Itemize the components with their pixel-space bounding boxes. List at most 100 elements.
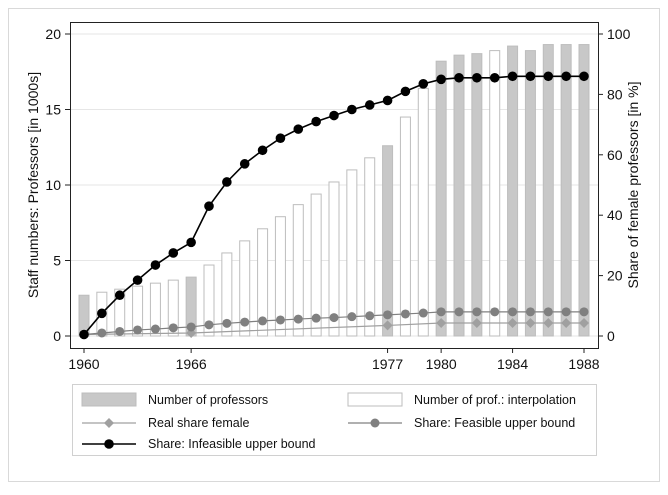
infeasible-bound-point bbox=[97, 308, 107, 319]
infeasible-bound-point bbox=[168, 248, 179, 258]
legend-label-feasible: Share: Feasible upper bound bbox=[414, 416, 575, 430]
legend-swatch-infeasible-marker bbox=[104, 439, 114, 449]
legend-label-real-share: Real share female bbox=[148, 416, 249, 430]
feasible-bound-point bbox=[329, 313, 339, 323]
real-share-point bbox=[436, 318, 447, 329]
feasible-bound-point bbox=[133, 325, 143, 335]
x-tick-label: 1984 bbox=[497, 356, 528, 372]
feasible-bound-point bbox=[150, 324, 160, 334]
infeasible-bound-point bbox=[543, 71, 554, 82]
infeasible-bound-point bbox=[132, 275, 143, 285]
right-tick-label: 40 bbox=[607, 207, 623, 223]
bar-interpolated bbox=[328, 181, 340, 337]
bar-professors bbox=[542, 44, 554, 337]
bar-professors bbox=[578, 44, 590, 337]
feasible-bound-point bbox=[240, 317, 250, 327]
infeasible-bound-point bbox=[382, 95, 393, 106]
real-share-point bbox=[382, 320, 393, 331]
infeasible-bound-point bbox=[275, 133, 286, 143]
legend-swatch-interpolation bbox=[347, 392, 403, 407]
feasible-bound-point bbox=[275, 315, 285, 325]
infeasible-bound-point bbox=[293, 124, 304, 134]
infeasible-bound-point bbox=[561, 71, 571, 82]
legend: Number of professors Number of prof.: in… bbox=[72, 384, 597, 456]
bar-interpolated bbox=[399, 116, 411, 337]
x-tick-label: 1988 bbox=[568, 356, 599, 372]
feasible-bound-point bbox=[258, 316, 268, 326]
left-tick-label: 15 bbox=[45, 102, 61, 118]
feasible-bound-point bbox=[436, 307, 446, 317]
bar-interpolated bbox=[274, 216, 286, 337]
x-tick-label: 1966 bbox=[176, 356, 207, 372]
bar-interpolated bbox=[114, 288, 126, 337]
legend-swatch-professors bbox=[81, 392, 137, 407]
infeasible-bound-point bbox=[454, 72, 464, 83]
legend-label-interpolation: Number of prof.: interpolation bbox=[414, 393, 576, 407]
share-lines bbox=[79, 71, 589, 340]
legend-label-professors: Number of professors bbox=[148, 393, 268, 407]
bar-professors bbox=[560, 44, 572, 337]
left-axis-label: Staff numbers: Professors [in 1000s] bbox=[25, 72, 41, 298]
feasible-bound-point bbox=[115, 326, 125, 336]
legend-swatch-feasible-marker bbox=[370, 418, 380, 428]
bar-interpolated bbox=[132, 285, 144, 337]
infeasible-bound-point bbox=[347, 104, 357, 115]
infeasible-bound-point bbox=[472, 72, 482, 83]
legend-box bbox=[72, 384, 597, 456]
real-share-line bbox=[83, 322, 584, 336]
right-tick-label: 20 bbox=[607, 268, 623, 284]
real-share-point bbox=[561, 318, 572, 329]
feasible-bound-point bbox=[168, 323, 178, 333]
infeasible-bound-point bbox=[418, 79, 429, 89]
bar-professors bbox=[524, 50, 536, 337]
bar-professors bbox=[453, 54, 465, 337]
right-tick-label: 0 bbox=[607, 328, 615, 344]
infeasible-bound-point bbox=[186, 237, 196, 248]
right-tick-label: 60 bbox=[607, 147, 623, 163]
feasible-bound-point bbox=[186, 322, 196, 332]
left-tick-label: 20 bbox=[45, 26, 61, 42]
infeasible-bound-point bbox=[525, 71, 536, 82]
infeasible-bound-point bbox=[507, 71, 518, 82]
bar-professors bbox=[382, 145, 394, 337]
left-tick-label: 10 bbox=[45, 177, 61, 193]
feasible-bound-point bbox=[454, 307, 464, 317]
bar-interpolated bbox=[149, 282, 161, 337]
feasible-bound-point bbox=[579, 307, 589, 317]
feasible-bound-point bbox=[561, 307, 571, 317]
real-share-point bbox=[471, 318, 482, 329]
real-share-point bbox=[543, 318, 554, 329]
feasible-bound-point bbox=[365, 311, 375, 321]
x-tick-label: 1980 bbox=[426, 356, 457, 372]
infeasible-bound-point bbox=[204, 201, 214, 211]
feasible-bound-point bbox=[293, 314, 303, 324]
infeasible-bound-point bbox=[239, 159, 250, 169]
bar-professors bbox=[507, 45, 519, 337]
feasible-bound-point bbox=[97, 328, 107, 338]
infeasible-bound-point bbox=[222, 177, 232, 187]
right-axis-label: Share of female professors [in %] bbox=[625, 82, 641, 289]
infeasible-bound-point bbox=[436, 74, 446, 85]
infeasible-bound-point bbox=[257, 145, 268, 156]
infeasible-bound-point bbox=[489, 72, 500, 83]
infeasible-bound-point bbox=[329, 110, 339, 121]
feasible-bound-point bbox=[347, 312, 357, 322]
x-tick-label: 1960 bbox=[68, 356, 99, 372]
infeasible-bound-point bbox=[400, 86, 411, 97]
infeasible-bound-point bbox=[311, 116, 321, 127]
bar-interpolated bbox=[346, 169, 358, 337]
right-tick-label: 80 bbox=[607, 86, 623, 102]
bar-professors bbox=[471, 53, 483, 337]
x-tick-label: 1977 bbox=[372, 356, 403, 372]
left-tick-label: 5 bbox=[53, 253, 61, 269]
feasible-bound-point bbox=[204, 320, 214, 330]
feasible-bound-point bbox=[383, 310, 393, 320]
bar-interpolated bbox=[310, 193, 322, 337]
legend-swatch-real-share-marker bbox=[104, 418, 114, 428]
feasible-bound-point bbox=[222, 318, 232, 328]
bar-interpolated bbox=[167, 279, 179, 337]
infeasible-bound-point bbox=[364, 100, 375, 110]
legend-label-infeasible: Share: Infeasible upper bound bbox=[148, 437, 316, 451]
feasible-bound-point bbox=[400, 309, 410, 319]
